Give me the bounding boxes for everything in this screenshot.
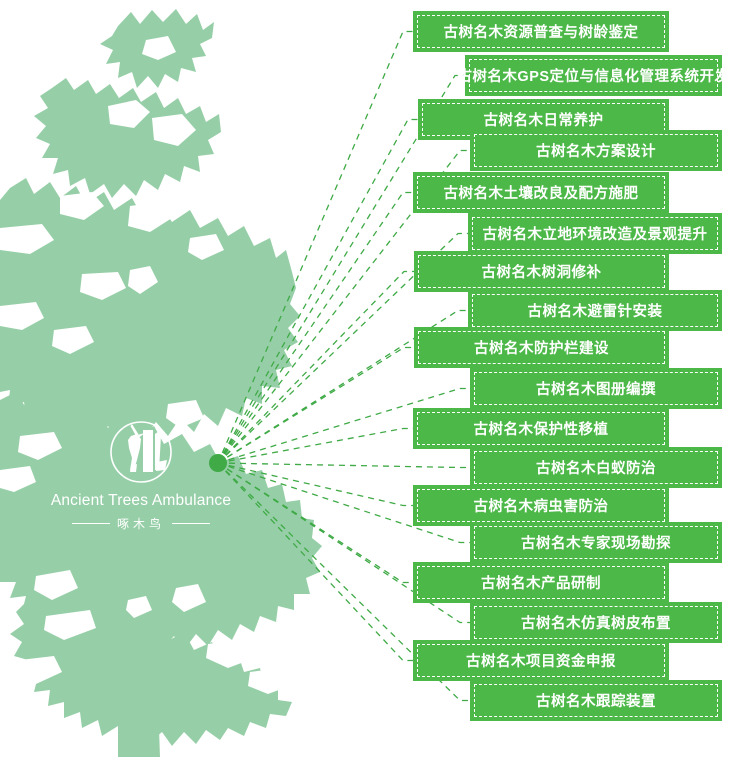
service-node[interactable]: 古树名木项目资金申报 xyxy=(413,640,669,681)
service-node[interactable]: 古树名木防护栏建设 xyxy=(414,327,669,368)
service-node-label: 古树名木方案设计 xyxy=(536,144,656,160)
service-node-label: 古树名木树洞修补 xyxy=(481,265,602,281)
service-node-label: 古树名木GPS定位与信息化管理系统开发 xyxy=(457,69,730,85)
tree-canopy-shape xyxy=(0,9,322,757)
service-node[interactable]: 古树名木病虫害防治 xyxy=(413,485,669,526)
service-node[interactable]: 古树名木方案设计 xyxy=(470,130,722,171)
service-node[interactable]: 古树名木GPS定位与信息化管理系统开发 xyxy=(457,55,729,96)
service-node[interactable]: 古树名木保护性移植 xyxy=(413,408,669,449)
connector-line xyxy=(217,462,413,507)
logo-name-cn: 啄木鸟 xyxy=(116,517,165,531)
service-node[interactable]: 古树名木树洞修补 xyxy=(414,251,669,292)
connector-line xyxy=(217,30,413,464)
connector-line xyxy=(217,462,413,584)
tree-negative-space xyxy=(0,36,300,722)
connector-line xyxy=(217,346,414,464)
logo-rule-left xyxy=(71,523,110,524)
logo-subtitle-row: 啄木鸟 xyxy=(46,515,236,532)
service-node-label: 古树名木图册编撰 xyxy=(536,382,656,398)
hub-node[interactable] xyxy=(209,454,227,472)
service-node-label: 古树名木产品研制 xyxy=(481,576,601,592)
service-node[interactable]: 古树名木立地环境改造及景观提升 xyxy=(468,213,722,254)
service-node[interactable]: 古树名木白蚁防治 xyxy=(470,447,722,488)
service-node-label: 古树名木保护性移植 xyxy=(473,422,609,438)
service-node-label: 古树名木土壤改良及配方施肥 xyxy=(443,186,639,202)
logo-rule-right xyxy=(172,523,210,524)
service-node[interactable]: 古树名木避雷针安装 xyxy=(468,290,722,331)
connector-line xyxy=(217,462,413,662)
service-node[interactable]: 古树名木资源普查与树龄鉴定 xyxy=(413,11,669,52)
service-node[interactable]: 古树名木仿真树皮布置 xyxy=(470,602,722,643)
connector-line xyxy=(217,462,470,469)
service-node[interactable]: 古树名木土壤改良及配方施肥 xyxy=(413,172,669,213)
ancient-tree-illustration xyxy=(0,9,322,757)
service-node-label: 古树名木资源普查与树龄鉴定 xyxy=(443,25,639,41)
service-node-label: 古树名木立地环境改造及景观提升 xyxy=(482,227,708,243)
service-node-label: 古树名木日常养护 xyxy=(483,113,604,129)
service-node-label: 古树名木避雷针安装 xyxy=(527,304,663,320)
connector-line xyxy=(217,191,413,464)
service-node-label: 古树名木仿真树皮布置 xyxy=(521,616,671,632)
connector-line xyxy=(217,270,414,464)
service-node-label: 古树名木病虫害防治 xyxy=(473,499,609,515)
service-node[interactable]: 古树名木跟踪装置 xyxy=(470,680,722,721)
service-node-label: 古树名木防护栏建设 xyxy=(474,341,609,357)
service-node-label: 古树名木跟踪装置 xyxy=(536,694,656,710)
logo: Ancient Trees Ambulance 啄木鸟 xyxy=(46,414,236,532)
service-node-label: 古树名木项目资金申报 xyxy=(466,654,616,670)
connector-line xyxy=(217,118,418,464)
service-node[interactable]: 古树名木图册编撰 xyxy=(470,368,722,409)
logo-name-en: Ancient Trees Ambulance xyxy=(50,492,232,509)
service-node-label: 古树名木白蚁防治 xyxy=(536,461,656,477)
service-node[interactable]: 古树名木专家现场勘探 xyxy=(470,522,722,563)
woodpecker-on-trunk-circle-icon xyxy=(110,421,172,483)
service-node[interactable]: 古树名木产品研制 xyxy=(413,562,669,603)
service-node-label: 古树名木专家现场勘探 xyxy=(521,536,671,552)
connector-line xyxy=(217,427,413,464)
